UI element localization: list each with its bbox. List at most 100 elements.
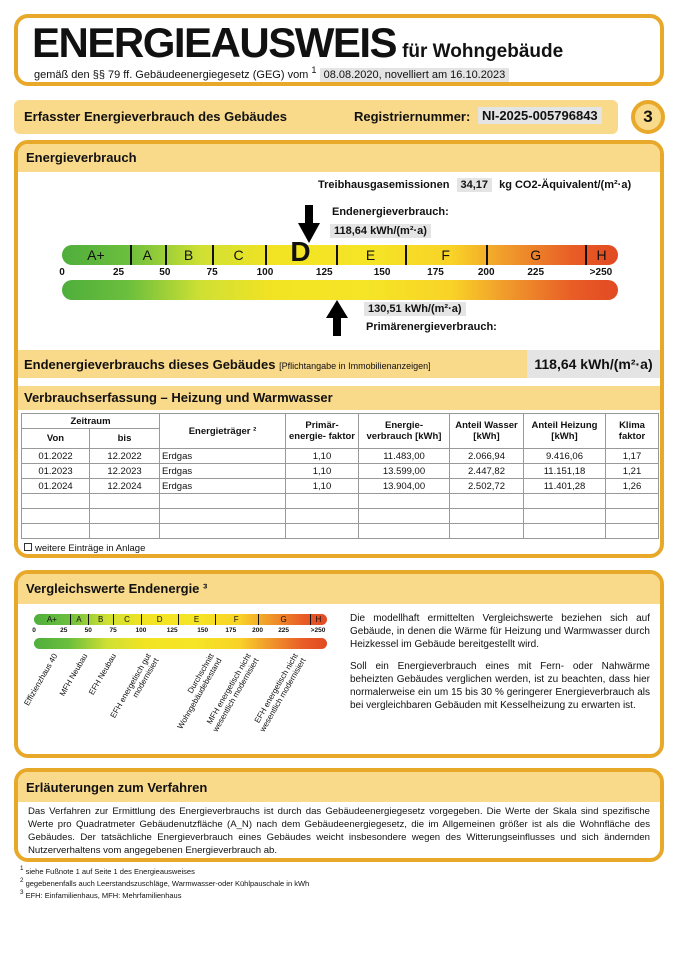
table-cell xyxy=(285,493,359,509)
tick-label: 200 xyxy=(252,627,263,634)
class-segment-G: G xyxy=(530,247,542,263)
basis-dates: 08.08.2020, novelliert am 16.10.2023 xyxy=(319,67,510,82)
footnotes: 1 siehe Fußnote 1 auf Seite 1 des Energi… xyxy=(20,864,309,900)
class-divider xyxy=(336,245,339,265)
class-segment-B: B xyxy=(183,247,194,263)
table-row xyxy=(21,523,659,539)
tick-label: >250 xyxy=(589,267,613,278)
tick-label: 225 xyxy=(527,267,545,278)
page-number-badge: 3 xyxy=(631,100,665,134)
table-cell xyxy=(21,493,90,509)
footnote: 1 siehe Fußnote 1 auf Seite 1 des Energi… xyxy=(20,865,195,876)
class-divider xyxy=(212,245,215,265)
class-segment-F: F xyxy=(441,247,450,263)
table-cell: 1,10 xyxy=(285,463,359,479)
table-cell: 1,10 xyxy=(285,478,359,494)
table-cell: 9.416,06 xyxy=(523,448,606,464)
legal-basis: gemäß den §§ 79 ff. Gebäudeenergiegesetz… xyxy=(34,65,510,82)
basis-text: gemäß den §§ 79 ff. Gebäudeenergiegesetz… xyxy=(34,68,309,81)
tick-label: 0 xyxy=(32,627,36,634)
ghg-unit: kg CO2-Äquivalent/(m²·a) xyxy=(499,179,632,191)
table-cell: Erdgas xyxy=(159,478,286,494)
col-heizung: Anteil Heizung [kWh] xyxy=(523,413,606,449)
tick-label: 100 xyxy=(256,267,274,278)
table-cell xyxy=(285,523,359,539)
class-segment-D: D xyxy=(156,615,163,624)
table-cell: 11.483,00 xyxy=(358,448,450,464)
table-cell xyxy=(605,523,659,539)
table-cell: 2.447,82 xyxy=(449,463,524,479)
checkbox-icon[interactable] xyxy=(24,543,32,551)
tick-label: 50 xyxy=(159,267,171,278)
more-entries-label: weitere Einträge in Anlage xyxy=(35,543,146,554)
table-cell: 13.599,00 xyxy=(358,463,450,479)
col-bis: bis xyxy=(89,428,160,449)
comparison-text-2: Soll ein Energieverbrauch eines mit Fern… xyxy=(350,661,650,711)
table-cell: 2.502,72 xyxy=(449,478,524,494)
table-cell: 11.401,28 xyxy=(523,478,606,494)
table-cell xyxy=(605,493,659,509)
table-cell xyxy=(449,523,524,539)
table-cell: 12.2024 xyxy=(89,478,160,494)
table-cell xyxy=(523,508,606,524)
col-klima: Klima faktor xyxy=(605,413,659,449)
class-divider xyxy=(164,245,167,265)
energy-gradient-bar xyxy=(62,280,618,300)
class-divider xyxy=(113,614,115,625)
class-segment-G: G xyxy=(280,615,287,624)
table-cell xyxy=(89,493,160,509)
table-cell xyxy=(358,493,450,509)
class-segment-F: F xyxy=(233,615,239,624)
table-cell: 12.2022 xyxy=(89,448,160,464)
page-title: ENERGIEAUSWEIS xyxy=(32,19,398,66)
tick-label: 25 xyxy=(112,267,125,278)
class-segment-A: A xyxy=(142,247,152,263)
table-cell xyxy=(21,523,90,539)
col-wasser: Anteil Wasser [kWh] xyxy=(449,413,524,449)
table-cell xyxy=(285,508,359,524)
tick-label: 50 xyxy=(84,627,92,634)
table-row xyxy=(21,508,659,524)
class-divider xyxy=(264,245,267,265)
registration-number: NI-2025-005796843 xyxy=(478,107,602,124)
col-zeitraum: Zeitraum xyxy=(21,413,160,429)
energy-class-scale: A+ A B C D E F G H xyxy=(62,238,618,266)
table-cell xyxy=(358,523,450,539)
class-divider xyxy=(405,245,408,265)
primary-energy-arrow-icon xyxy=(326,300,349,336)
ghg-label: Treibhausgasemissionen xyxy=(318,179,450,191)
primary-energy-value: 130,51 kWh/(m²·a) xyxy=(364,302,466,316)
table-cell xyxy=(21,508,90,524)
tick-label: 0 xyxy=(59,267,65,278)
end-energy-arrow-icon xyxy=(298,205,321,243)
class-divider xyxy=(178,614,180,625)
comparison-text-1: Die modellhaft ermittelten Vergleichswer… xyxy=(350,613,650,650)
class-segment-B: B xyxy=(97,615,104,624)
table-row: 01.2022 12.2022 Erdgas 1,10 11.483,00 2.066,9… xyxy=(21,448,659,464)
footnote: 2 gegebenenfalls auch Leerstandszuschläg… xyxy=(20,877,310,888)
table-cell: 1,21 xyxy=(605,463,659,479)
tick-label: 175 xyxy=(427,267,444,278)
class-divider xyxy=(129,245,132,265)
class-segment-A+: A+ xyxy=(87,247,105,263)
end-energy-value: 118,64 kWh/(m²·a) xyxy=(330,224,431,238)
comparison-heading: Vergleichswerte Endenergie ³ xyxy=(18,574,660,604)
tick-label: >250 xyxy=(310,627,326,634)
class-segment-A: A xyxy=(76,615,82,624)
more-entries[interactable]: weitere Einträge in Anlage xyxy=(24,543,145,554)
class-divider xyxy=(257,614,259,625)
summary-label-text: Endenergieverbrauchs dieses Gebäudes xyxy=(24,357,276,372)
table-cell xyxy=(449,508,524,524)
table-cell xyxy=(605,508,659,524)
tick-label: 125 xyxy=(166,627,178,634)
comparison-box: Vergleichswerte Endenergie ³ xyxy=(14,570,664,758)
table-cell xyxy=(89,508,160,524)
tick-label: 150 xyxy=(373,267,391,278)
consumption-table: Zeitraum Energieträger ² Primär- energie… xyxy=(21,413,659,539)
class-segment-C: C xyxy=(124,615,130,624)
table-cell xyxy=(523,523,606,539)
table-cell xyxy=(449,493,524,509)
class-segment-A+: A+ xyxy=(46,615,57,624)
end-energy-label: Endenergieverbrauch: xyxy=(332,206,449,218)
mini-class-scale: A+ A B C D E F G H xyxy=(34,614,327,625)
